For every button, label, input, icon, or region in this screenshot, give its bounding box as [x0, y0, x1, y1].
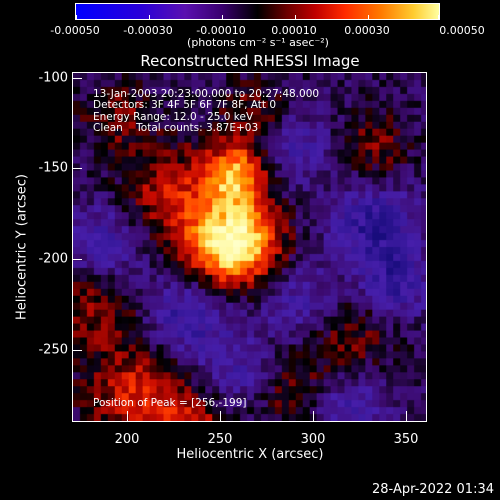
x-axis-label: Heliocentric X (arcsec)	[176, 447, 324, 462]
y-tick-label: -250	[38, 342, 68, 358]
x-tick-label: 300	[300, 432, 326, 447]
colorbar-tick-label: 0.00010	[271, 24, 317, 37]
y-tick-label: -200	[38, 251, 68, 267]
info-energy-range: Energy Range: 12.0 - 25.0 keV	[93, 111, 254, 123]
image-frame	[72, 72, 427, 422]
y-tick-label: -100	[38, 70, 68, 86]
colorbar	[75, 3, 440, 20]
info-detectors: Detectors: 3F 4F 5F 6F 7F 8F, Att 0	[93, 99, 277, 111]
info-time-range: 13-Jan-2003 20:23:00.000 to 20:27:48.000	[93, 88, 320, 100]
x-tick-label: 200	[114, 432, 140, 447]
colorbar-tick-label: -0.00010	[196, 24, 246, 37]
y-axis-label: Heliocentric Y (arcsec)	[14, 174, 30, 320]
peak-position: Position of Peak = [256,-199]	[93, 397, 247, 409]
rhessi-image	[73, 73, 426, 421]
plot-title: Reconstructed RHESSI Image	[140, 52, 360, 70]
colorbar-units: (photons cm⁻² s⁻¹ asec⁻²)	[187, 36, 329, 49]
x-tick-label: 250	[207, 432, 233, 447]
colorbar-tick-label: 0.00050	[439, 24, 485, 37]
x-tick-label: 350	[393, 432, 419, 447]
colorbar-tick-label: -0.00050	[50, 24, 100, 37]
y-tick-label: -150	[38, 160, 68, 176]
colorbar-tick-label: -0.00030	[123, 24, 173, 37]
info-clean-counts: Clean Total counts: 3.87E+03	[93, 122, 259, 134]
colorbar-tick-label: 0.00030	[344, 24, 390, 37]
timestamp: 28-Apr-2022 01:34	[372, 482, 494, 497]
